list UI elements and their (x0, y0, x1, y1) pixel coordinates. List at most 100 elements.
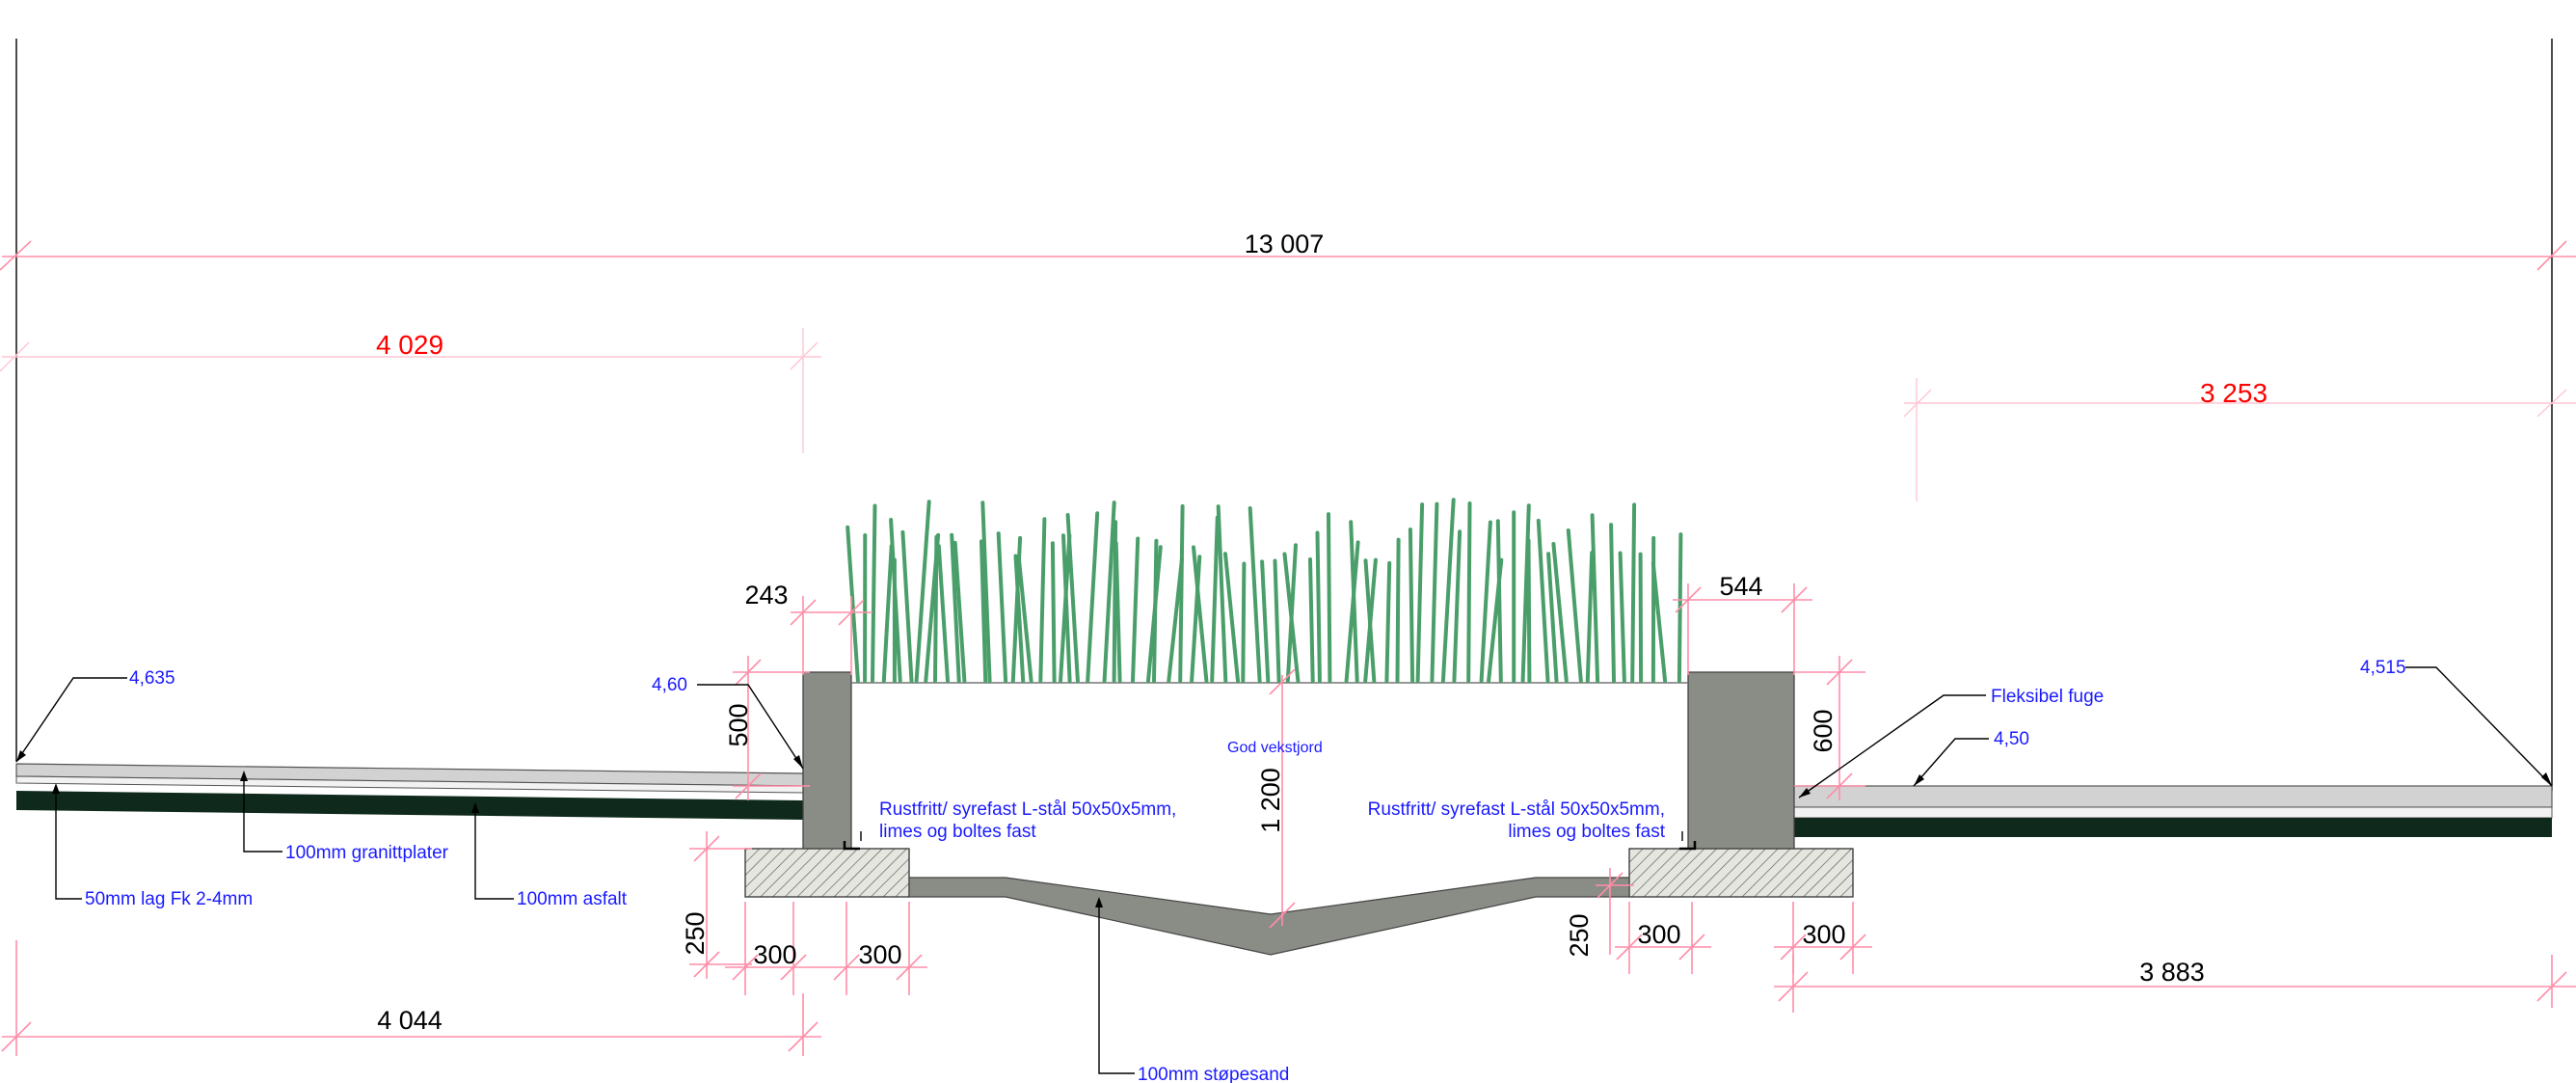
right-wall-height-dimension: 600 (1794, 656, 1865, 800)
right-footing-height-dimension-label: 250 (1565, 913, 1594, 957)
steel-right-line1: Rustfritt/ syrefast L-stål 50x50x5mm, (1368, 799, 1665, 820)
grass-blade (1086, 511, 1100, 683)
level-right-paving-label: 4,50 (1994, 729, 2029, 749)
right-footing-width-dimensions: 300 300 (1615, 902, 1872, 974)
left-footing (744, 848, 910, 898)
bed-depth-dimension-label: 1 200 (1256, 768, 1285, 833)
grass-blade (1618, 551, 1626, 683)
grass-blade (1585, 551, 1595, 683)
level-left-edge: 4,635 (15, 668, 175, 763)
left-wall-top-dimension-label: 243 (744, 581, 788, 609)
grass-blade (1349, 520, 1359, 683)
grass-blade (1273, 558, 1281, 683)
right-footing-outer-width-label: 300 (1802, 920, 1845, 949)
grass-blade (1452, 529, 1462, 683)
grass-blade (1114, 541, 1122, 683)
grass-blade (1526, 538, 1532, 683)
grass-blade (950, 532, 961, 683)
grass-blade (1178, 503, 1185, 683)
grass-blade (1466, 501, 1472, 683)
grass-blade (1065, 513, 1080, 683)
grass-blade (1344, 540, 1360, 683)
level-right-edge: 4,515 (2360, 658, 2553, 787)
gravel-label: 50mm lag Fk 2-4mm (85, 889, 253, 909)
asphalt-left (16, 791, 803, 820)
right-bottom-dimension-label: 3 883 (2139, 958, 2205, 987)
grass-blade (1363, 558, 1377, 683)
casting-sand-label: 100mm støpesand (1138, 1065, 1289, 1083)
asphalt-label: 100mm asfalt (517, 889, 628, 909)
grass-blade (1536, 518, 1550, 683)
grass-blade (1590, 513, 1600, 683)
grass-blade (1282, 552, 1301, 683)
left-bottom-dimension: 4 044 (1, 940, 821, 1056)
left-footing-width-dimensions: 300 300 (725, 902, 927, 995)
grass-blade (881, 544, 894, 683)
grass-blade (1315, 530, 1322, 683)
right-paving-dimension: 3 253 (1903, 378, 2576, 501)
note-granite: 100mm granittplater (240, 771, 449, 863)
grass-blade (900, 529, 914, 683)
right-wall-top-dimension: 544 (1673, 572, 1812, 675)
left-footing-inner-width-label: 300 (858, 940, 901, 969)
grass-blade (1430, 501, 1439, 683)
grass-blade (953, 540, 967, 683)
granite-label: 100mm granittplater (285, 843, 449, 863)
gravel-layer-right (1792, 806, 2553, 819)
grass-blade (1216, 504, 1228, 683)
level-left-wall-label: 4,60 (652, 675, 687, 695)
left-wall-height-dimension-label: 500 (724, 703, 753, 746)
growing-soil-label: God vekstjord (1227, 740, 1323, 756)
steel-right-line2: limes og boltes fast (1508, 822, 1665, 842)
grass-blade (1050, 541, 1057, 683)
note-steel-left: Rustfritt/ syrefast L-stål 50x50x5mm, li… (860, 799, 1176, 842)
steel-left-line1: Rustfritt/ syrefast L-stål 50x50x5mm, (879, 799, 1176, 820)
casting-sand-layer (908, 877, 1630, 956)
grass-blade (1223, 552, 1240, 683)
left-wall-height-dimension: 500 (724, 656, 810, 800)
grass-blade (871, 503, 877, 683)
left-footing-outer-width-label: 300 (753, 940, 796, 969)
grass-planting (845, 498, 1683, 683)
grass-blade (1192, 545, 1209, 683)
note-flexible-joint: Fleksibel fuge (1798, 687, 2104, 799)
note-growing-soil: God vekstjord (1227, 740, 1323, 756)
right-wall-height-dimension-label: 600 (1809, 709, 1838, 752)
left-steel-angle (843, 841, 860, 851)
grass-blade (914, 500, 931, 683)
grass-blade (1495, 519, 1503, 683)
right-footing-inner-width-label: 300 (1637, 920, 1680, 949)
bed-depth-dimension: 1 200 (1256, 668, 1296, 929)
flexible-joint-label: Fleksibel fuge (1991, 687, 2104, 707)
grass-blade (1384, 560, 1392, 683)
overall-dimension-label: 13 007 (1245, 230, 1325, 258)
left-paving-dimension: 4 029 (0, 328, 821, 453)
grass-blade (1440, 498, 1456, 683)
grass-blade (1327, 512, 1332, 683)
grass-blade (980, 501, 992, 683)
grass-blade (1241, 561, 1247, 683)
grass-blade (1609, 523, 1616, 683)
level-right-paving: 4,50 (1913, 729, 2029, 787)
grass-blade (1650, 561, 1668, 683)
asphalt-right (1793, 818, 2552, 837)
left-footing-height-dimension: 250 (681, 831, 752, 979)
grass-blade (1013, 554, 1026, 683)
granite-slabs-right (1792, 785, 2553, 808)
grass-blade (933, 534, 939, 683)
right-paving (1792, 785, 2553, 837)
left-footing-height-dimension-label: 250 (681, 911, 710, 955)
grass-blade (1152, 538, 1159, 683)
grass-blade (1248, 506, 1262, 683)
right-footing (1628, 848, 1854, 898)
grass-blade (1210, 515, 1220, 683)
grass-blade (1038, 517, 1047, 683)
grass-blade (1131, 536, 1140, 683)
right-bottom-dimension: 3 883 (1774, 955, 2576, 1013)
grass-blade (845, 525, 860, 683)
grass-blade (1479, 520, 1492, 683)
note-steel-right: Rustfritt/ syrefast L-stål 50x50x5mm, li… (1368, 799, 1683, 842)
grass-blade (1415, 502, 1425, 683)
level-right-edge-label: 4,515 (2360, 658, 2406, 678)
